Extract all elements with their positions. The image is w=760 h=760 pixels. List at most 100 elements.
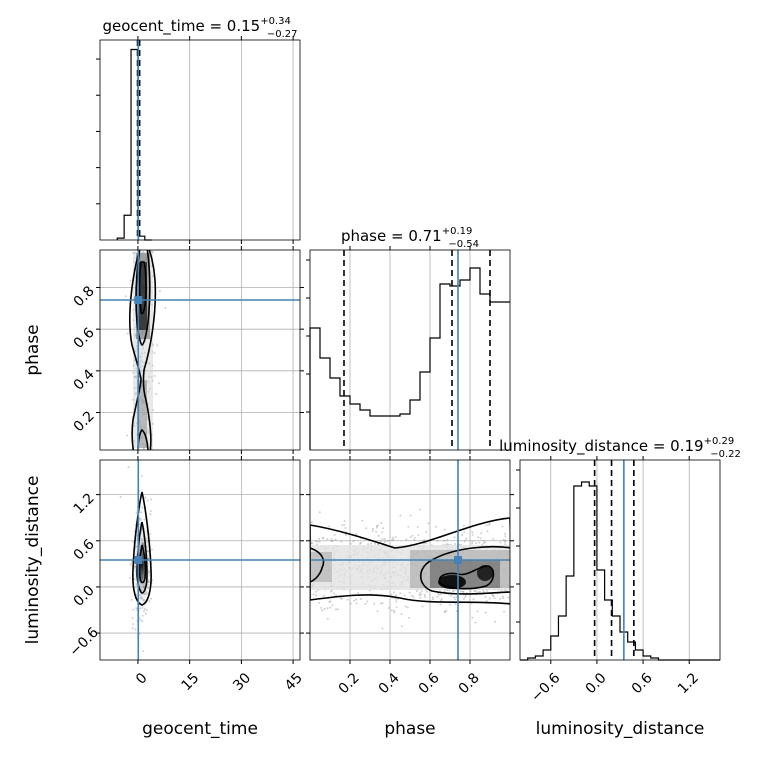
sample-point	[472, 598, 475, 601]
x-tick-label: 0	[133, 670, 151, 688]
sample-point	[326, 607, 329, 610]
sample-point	[366, 600, 369, 603]
sample-point	[394, 594, 397, 597]
title-geocent-time: geocent_time = 0.15+0.34 −0.27	[103, 16, 298, 40]
sample-point	[371, 527, 374, 530]
sample-point	[377, 543, 380, 546]
sample-point	[134, 350, 137, 353]
sample-point	[135, 607, 138, 609]
sample-point	[373, 602, 376, 605]
sample-point	[141, 506, 144, 509]
sample-point	[341, 524, 343, 527]
y-tick-label: 1.2	[71, 490, 98, 517]
sample-point	[464, 596, 467, 598]
sample-point	[425, 530, 428, 533]
sample-point	[413, 537, 416, 539]
sample-point	[418, 508, 421, 511]
sample-point	[155, 393, 158, 395]
sample-point	[331, 604, 334, 607]
sample-point	[330, 538, 333, 541]
sample-point	[318, 540, 321, 543]
sample-point	[135, 367, 138, 370]
sample-point	[316, 540, 319, 543]
ticks-phase-vs-geocent-time: 0.2 0.4 0.6 0.8	[71, 246, 304, 454]
sample-point	[393, 591, 395, 594]
sample-point	[504, 532, 507, 535]
contour-inner	[138, 261, 147, 315]
sample-point	[435, 525, 438, 528]
y-tick-label: 0.6	[71, 325, 98, 352]
density-fill	[137, 380, 147, 448]
y-tick-label: 0.8	[71, 283, 98, 310]
sample-point	[134, 375, 137, 378]
x-tick-label: 0.4	[376, 670, 403, 697]
sample-point	[152, 409, 154, 411]
sample-point	[382, 527, 384, 530]
sample-point	[318, 511, 321, 514]
sample-point	[375, 530, 378, 533]
sample-point	[135, 392, 138, 394]
sample-point	[453, 596, 455, 599]
sample-point	[478, 590, 481, 593]
sample-point	[143, 610, 145, 613]
sample-point	[355, 602, 358, 605]
sample-point	[452, 589, 455, 592]
sample-point	[312, 593, 315, 596]
sample-point	[482, 590, 485, 593]
sample-point	[151, 343, 154, 345]
x-tick-label: 1.2	[675, 670, 702, 697]
sample-point	[384, 540, 386, 543]
sample-point	[133, 251, 136, 254]
sample-point	[314, 540, 317, 543]
sample-point	[488, 523, 490, 526]
sample-point	[131, 627, 134, 630]
x-tick-label: 0.8	[456, 670, 483, 697]
sample-point	[132, 608, 135, 611]
sample-point	[367, 543, 370, 546]
truth-marker	[134, 556, 143, 564]
sample-point	[465, 537, 468, 540]
histogram-step	[309, 267, 510, 450]
sample-point	[133, 424, 136, 427]
sample-point	[142, 347, 144, 350]
sample-point	[132, 364, 135, 367]
sample-point	[471, 542, 474, 545]
contour-inner	[438, 565, 495, 590]
sample-point	[504, 543, 507, 545]
sample-point	[340, 540, 343, 543]
sample-point	[133, 261, 136, 264]
sample-point	[310, 541, 313, 544]
sample-point	[140, 369, 143, 372]
x-tick-label: 0.6	[629, 670, 656, 697]
sample-point	[333, 592, 336, 595]
sample-point	[326, 538, 329, 541]
frame-phase-vs-geocent-time	[99, 249, 301, 451]
sample-point	[370, 542, 372, 545]
sample-point	[507, 596, 510, 599]
sample-point	[139, 356, 142, 359]
sample-point	[410, 594, 413, 597]
sample-point	[152, 422, 155, 425]
sample-point	[484, 595, 487, 598]
ticks-phase-marginal	[306, 246, 471, 454]
sample-point	[500, 589, 503, 592]
sample-point	[461, 534, 464, 537]
sample-point	[476, 610, 479, 613]
sample-point	[141, 365, 144, 368]
truth-lines-luminosity-distance-vs-phase	[310, 460, 510, 660]
sample-point	[150, 498, 153, 501]
sample-point	[359, 598, 362, 600]
density-phase-vs-geocent-time	[125, 250, 167, 450]
sample-point	[461, 590, 464, 593]
sample-point	[419, 596, 422, 599]
sample-point	[330, 590, 332, 593]
sample-point	[432, 598, 434, 601]
sample-point	[134, 333, 137, 336]
sample-point	[408, 591, 411, 594]
sample-point	[493, 597, 496, 600]
sample-point	[131, 617, 134, 619]
sample-point	[446, 538, 449, 541]
sample-point	[316, 543, 319, 546]
sample-point	[376, 524, 379, 527]
